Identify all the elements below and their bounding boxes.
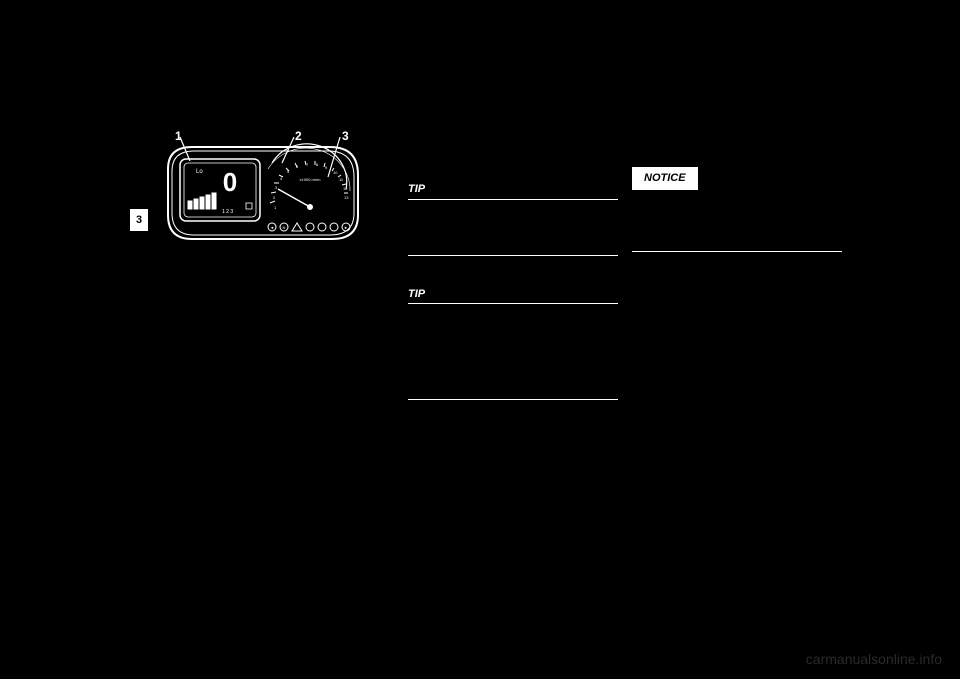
svg-text:11: 11	[339, 177, 344, 182]
svg-text:1 2 3: 1 2 3	[222, 209, 233, 215]
lcd-main-digit: 0	[223, 167, 237, 197]
svg-text:5: 5	[287, 169, 290, 174]
manual-page: 3 1 2 3 0 Lo	[130, 85, 830, 595]
lcd-lo-indicator: Lo	[196, 169, 203, 175]
svg-text:◄: ◄	[270, 225, 274, 230]
notice-label-box: NOTICE	[632, 167, 698, 190]
svg-text:3: 3	[275, 185, 278, 190]
notice-end-rule	[632, 251, 842, 252]
svg-text:2: 2	[273, 195, 276, 200]
svg-text:N: N	[283, 225, 286, 230]
watermark: carmanualsonline.info	[806, 651, 942, 667]
tip-end-rule-1	[408, 255, 618, 256]
tip-label: TIP	[408, 286, 425, 304]
instrument-cluster-diagram: 0 Lo 1 2 3	[162, 133, 362, 251]
tip-body-2: Make sure the connection is valid	[408, 308, 618, 323]
svg-text:1: 1	[274, 205, 277, 210]
svg-text:8: 8	[316, 162, 319, 167]
svg-text:9: 9	[325, 165, 328, 170]
tip-label: TIP	[408, 181, 425, 199]
svg-text:6: 6	[296, 164, 299, 169]
column-2: TIP If the display indicates error code …	[408, 133, 618, 410]
notice-body: If the oil change indicator	[632, 196, 842, 211]
svg-text:►: ►	[344, 225, 348, 230]
tip-end-rule-2	[408, 399, 618, 400]
column-3: NOTICE If the oil change indicator	[632, 133, 842, 262]
svg-text:12: 12	[343, 186, 348, 191]
section-number-tab: 3	[130, 209, 148, 231]
svg-text:x1000 r/min: x1000 r/min	[300, 177, 321, 182]
tip-header-1: TIP	[408, 181, 618, 200]
svg-text:13: 13	[344, 195, 349, 200]
svg-text:7: 7	[306, 162, 309, 167]
tip-body-1: If the display indicates error code 30,	[408, 204, 618, 219]
tip-header-2: TIP	[408, 286, 618, 305]
svg-text:10: 10	[333, 170, 338, 175]
